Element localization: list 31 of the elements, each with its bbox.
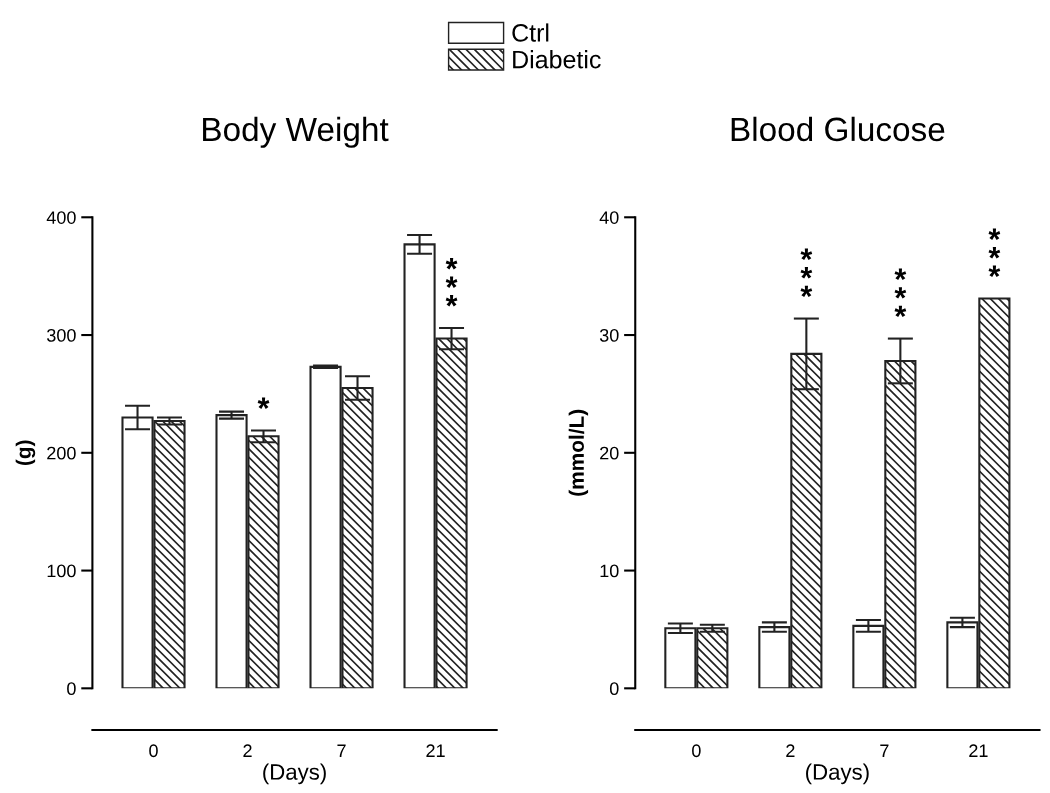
x-tick-label: 21: [426, 744, 445, 757]
x-axis-title: (Days): [263, 763, 326, 785]
annotation: ***: [800, 248, 813, 298]
x-tick-label: 2: [786, 744, 795, 757]
y-tick-label: 40: [599, 211, 619, 224]
y-tick-label: 300: [46, 328, 76, 342]
x-tick-label: 7: [337, 744, 346, 757]
annotation: ***: [445, 258, 458, 307]
legend-label: Diabetic: [513, 50, 601, 69]
legend-label: Ctrl: [512, 23, 549, 42]
y-tick-label: 400: [46, 211, 76, 224]
y-axis-title: (g): [15, 440, 36, 466]
y-tick-label: 200: [47, 446, 76, 460]
annotation: ***: [988, 228, 1001, 277]
x-tick-label: 2: [243, 744, 252, 757]
chart-title: Blood Glucose: [731, 116, 945, 142]
y-tick-label: 0: [67, 682, 76, 696]
y-tick-label: 30: [599, 328, 619, 342]
y-tick-label: 10: [600, 564, 619, 578]
x-tick-label: 0: [149, 744, 158, 758]
annotation: ***: [894, 268, 907, 318]
x-tick-label: 7: [880, 744, 889, 757]
x-axis-title: (Days): [806, 763, 869, 785]
annotation: *: [257, 397, 270, 409]
x-tick-label: 0: [692, 744, 701, 758]
x-tick-label: 21: [969, 744, 988, 757]
y-tick-label: 20: [600, 446, 619, 460]
y-axis-title: (mmol/L): [568, 409, 589, 496]
chart-title: Body Weight: [203, 116, 389, 148]
y-tick-label: 100: [47, 564, 76, 578]
y-tick-label: 0: [609, 682, 619, 696]
